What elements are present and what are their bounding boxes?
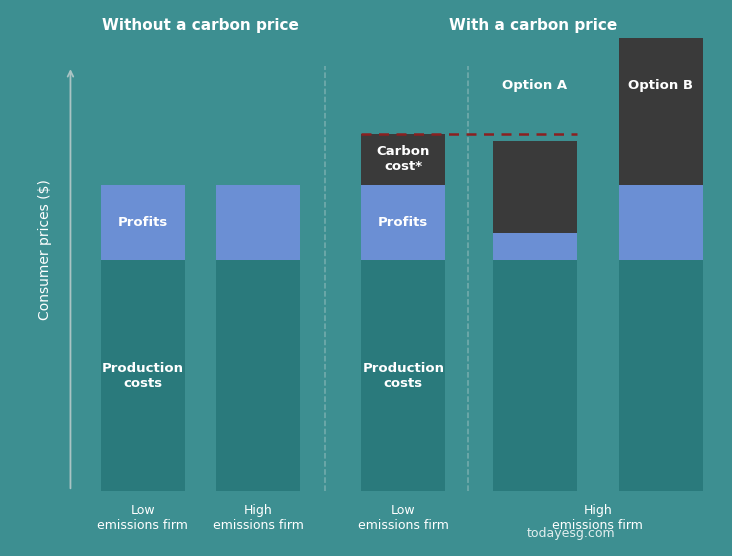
Bar [362, 260, 445, 491]
Text: Profits: Profits [118, 216, 168, 229]
Bar [362, 135, 445, 185]
Text: Carbon
cost*: Carbon cost* [377, 146, 430, 173]
Bar [101, 260, 185, 491]
Bar [493, 260, 577, 491]
Text: Production
costs: Production costs [102, 361, 184, 390]
Bar [101, 185, 185, 260]
Text: Option B: Option B [628, 79, 693, 92]
Text: Profits: Profits [378, 216, 428, 229]
Text: Option A: Option A [502, 79, 567, 92]
Bar [217, 185, 300, 260]
Bar [619, 185, 703, 260]
Y-axis label: Consumer prices ($): Consumer prices ($) [37, 179, 52, 320]
Bar [362, 185, 445, 260]
Bar [493, 233, 577, 260]
Bar [493, 141, 577, 233]
Bar [217, 260, 300, 491]
Text: With a carbon price: With a carbon price [449, 18, 617, 33]
Bar [619, 260, 703, 491]
Text: todayesg.com: todayesg.com [526, 527, 616, 540]
Text: Production
costs: Production costs [362, 361, 444, 390]
Text: Without a carbon price: Without a carbon price [102, 18, 299, 33]
Bar [619, 38, 703, 185]
